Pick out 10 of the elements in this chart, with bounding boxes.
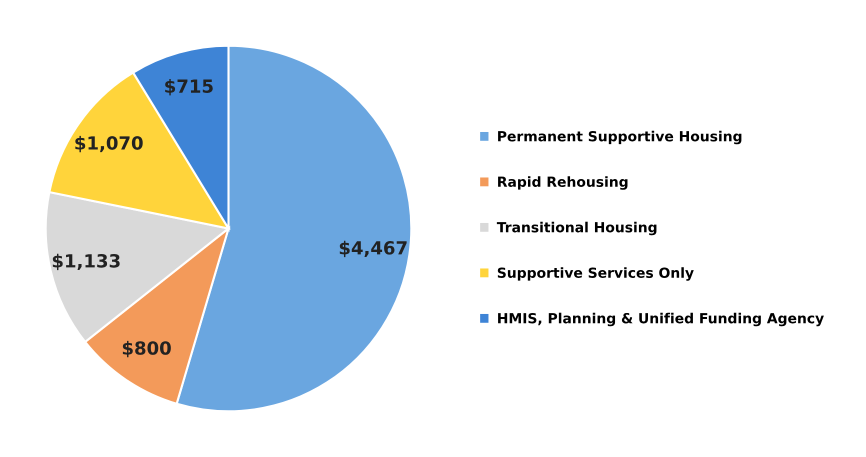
data-label: $1,133 [52,254,120,270]
legend-label: Permanent Supportive Housing [498,130,742,144]
data-label: $800 [122,340,171,358]
data-label: $4,467 [340,240,407,258]
data-label: $715 [165,78,213,96]
data-label: $1,070 [75,136,143,152]
legend-label: HMIS, Planning & Unified Funding Agency [498,312,824,326]
legend-label: Transitional Housing [496,222,656,236]
legend-label: Rapid Rehousing [498,176,628,190]
legend-label: Supportive Services Only [498,267,694,281]
